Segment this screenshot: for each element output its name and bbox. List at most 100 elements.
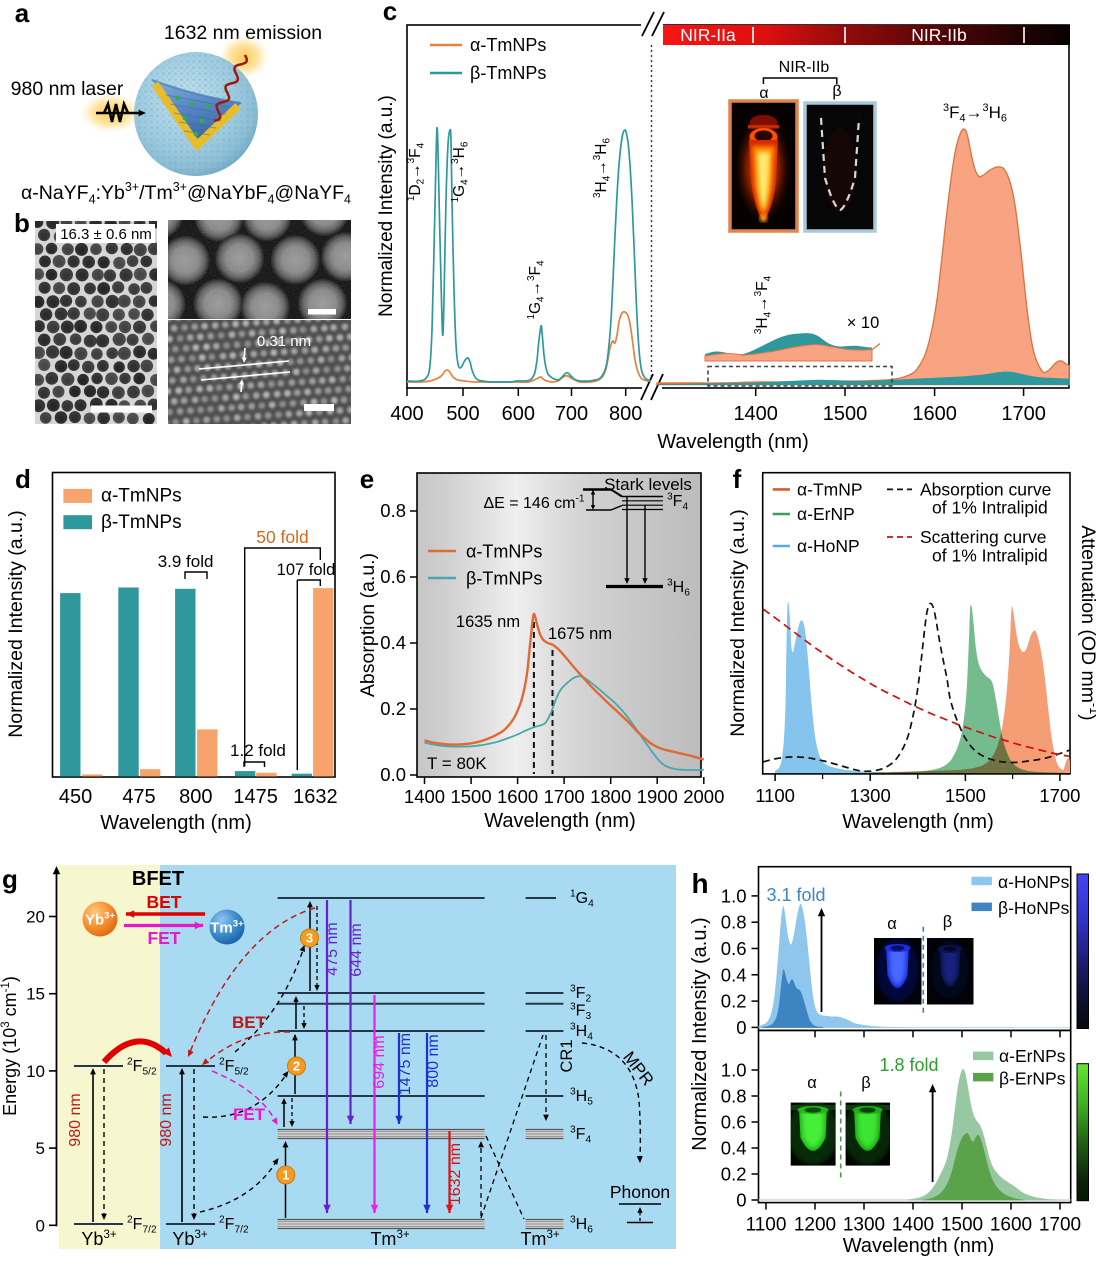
svg-text:0.6: 0.6 — [721, 938, 747, 959]
svg-text:Tm3+: Tm3+ — [210, 919, 244, 937]
svg-text:3H4→3F4: 3H4→3F4 — [753, 275, 774, 334]
svg-text:1632 nm: 1632 nm — [447, 1143, 464, 1205]
svg-text:Normalized Intensity (a.u.): Normalized Intensity (a.u.) — [376, 95, 397, 317]
svg-text:0: 0 — [36, 1216, 45, 1235]
svg-text:1500: 1500 — [941, 1215, 983, 1236]
svg-text:800: 800 — [179, 786, 212, 808]
svg-text:α-HoNPs: α-HoNPs — [998, 872, 1070, 892]
svg-text:1635 nm: 1635 nm — [456, 613, 520, 631]
svg-text:1400: 1400 — [404, 786, 445, 807]
svg-text:FET: FET — [147, 928, 180, 948]
svg-text:600: 600 — [502, 403, 535, 425]
svg-text:Normalized Intensity (a.u.): Normalized Intensity (a.u.) — [727, 509, 749, 737]
svg-text:1600: 1600 — [912, 403, 957, 425]
svg-text:1500: 1500 — [823, 403, 868, 425]
svg-text:α: α — [807, 1074, 817, 1092]
svg-text:1400: 1400 — [892, 1215, 934, 1236]
svg-text:Wavelength (nm): Wavelength (nm) — [842, 811, 994, 833]
svg-text:10: 10 — [26, 1062, 45, 1081]
svg-text:β: β — [832, 83, 841, 100]
svg-text:5: 5 — [36, 1139, 45, 1158]
svg-text:1500: 1500 — [945, 785, 986, 806]
svg-text:1475: 1475 — [233, 786, 278, 808]
svg-text:800: 800 — [609, 403, 642, 425]
svg-text:0.4: 0.4 — [380, 632, 406, 653]
svg-text:1.8 fold: 1.8 fold — [879, 1055, 938, 1075]
svg-text:1700: 1700 — [1001, 403, 1046, 425]
svg-text:NIR-IIa: NIR-IIa — [680, 25, 736, 45]
svg-text:c: c — [383, 0, 397, 26]
svg-text:Tm3+: Tm3+ — [520, 1229, 559, 1249]
svg-text:1675 nm: 1675 nm — [548, 625, 612, 643]
svg-text:1100: 1100 — [746, 1215, 787, 1236]
svg-text:400: 400 — [390, 403, 423, 425]
svg-text:0.31 nm: 0.31 nm — [257, 333, 311, 350]
svg-text:3H4: 3H4 — [570, 1022, 593, 1043]
svg-text:0.2: 0.2 — [380, 698, 406, 719]
svg-text:3F3: 3F3 — [570, 1001, 591, 1022]
svg-text:1200: 1200 — [794, 1215, 836, 1236]
svg-text:BFET: BFET — [132, 868, 184, 890]
svg-text:0.2: 0.2 — [721, 991, 747, 1012]
svg-text:Absorption curve: Absorption curve — [920, 480, 1051, 500]
svg-text:BET: BET — [147, 892, 182, 912]
svg-text:1D2→3F4: 1D2→3F4 — [406, 142, 427, 201]
svg-text:1G4→3F4: 1G4→3F4 — [526, 260, 547, 320]
svg-text:0.0: 0.0 — [380, 764, 406, 785]
svg-text:1.0: 1.0 — [721, 885, 747, 906]
svg-text:0: 0 — [736, 1017, 746, 1038]
svg-text:800 nm: 800 nm — [425, 1034, 442, 1087]
svg-text:644 nm: 644 nm — [348, 923, 365, 976]
svg-text:a: a — [15, 0, 30, 28]
svg-text:f: f — [733, 464, 742, 494]
svg-text:1500: 1500 — [450, 786, 491, 807]
svg-text:β-TmNPs: β-TmNPs — [470, 63, 546, 83]
svg-text:1800: 1800 — [590, 786, 631, 807]
svg-text:Normalized Intensity (a.u.): Normalized Intensity (a.u.) — [689, 917, 711, 1150]
svg-text:Wavelength (nm): Wavelength (nm) — [100, 812, 252, 834]
svg-text:0: 0 — [736, 1190, 746, 1211]
svg-text:0.4: 0.4 — [721, 964, 747, 985]
svg-text:Attenuation (OD mm-1): Attenuation (OD mm-1) — [1077, 525, 1096, 720]
svg-text:NIR-IIb: NIR-IIb — [911, 25, 966, 45]
svg-text:Energy (103 cm-1): Energy (103 cm-1) — [0, 976, 20, 1116]
svg-text:BET: BET — [232, 1013, 267, 1032]
svg-text:20: 20 — [26, 908, 45, 927]
svg-text:β-TmNPs: β-TmNPs — [101, 512, 182, 533]
svg-text:d: d — [15, 464, 31, 494]
svg-text:1600: 1600 — [990, 1215, 1032, 1236]
svg-text:Wavelength (nm): Wavelength (nm) — [843, 1235, 995, 1257]
svg-text:1G4→3H6: 1G4→3H6 — [450, 141, 471, 202]
svg-text:980 nm: 980 nm — [158, 1093, 175, 1146]
svg-text:980 nm: 980 nm — [67, 1093, 84, 1146]
svg-text:1632: 1632 — [293, 786, 338, 808]
svg-text:3: 3 — [306, 931, 313, 946]
svg-text:Yb3+: Yb3+ — [85, 911, 116, 929]
svg-text:α: α — [887, 915, 897, 933]
svg-text:1700: 1700 — [1039, 785, 1080, 806]
svg-text:3H5: 3H5 — [570, 1087, 593, 1108]
svg-text:β-ErNPs: β-ErNPs — [999, 1068, 1066, 1088]
svg-text:of 1% Intralipid: of 1% Intralipid — [932, 546, 1048, 566]
svg-text:1: 1 — [282, 1168, 289, 1183]
svg-text:0.8: 0.8 — [721, 1086, 747, 1107]
svg-text:3H6: 3H6 — [667, 578, 690, 599]
svg-text:1700: 1700 — [544, 786, 585, 807]
svg-text:Stark levels: Stark levels — [604, 475, 692, 494]
svg-text:694 nm: 694 nm — [371, 1035, 388, 1088]
svg-text:Wavelength (nm): Wavelength (nm) — [484, 810, 636, 832]
svg-text:α-NaYF4:Yb3+/Tm3+@NaYbF4@NaYF4: α-NaYF4:Yb3+/Tm3+@NaYbF4@NaYF4 — [21, 180, 351, 206]
svg-text:3F4→3H6: 3F4→3H6 — [943, 102, 1007, 125]
svg-text:1300: 1300 — [850, 785, 891, 806]
svg-text:α-TmNP: α-TmNP — [797, 480, 863, 500]
svg-text:Scattering curve: Scattering curve — [920, 527, 1046, 547]
svg-text:T = 80K: T = 80K — [427, 754, 487, 773]
svg-text:1100: 1100 — [755, 785, 795, 806]
svg-text:3F4: 3F4 — [667, 492, 688, 513]
svg-text:0.8: 0.8 — [380, 500, 406, 521]
svg-text:Absorption (a.u.): Absorption (a.u.) — [357, 553, 379, 697]
svg-text:3.9 fold: 3.9 fold — [158, 552, 214, 571]
svg-text:α: α — [759, 85, 768, 102]
svg-text:475 nm: 475 nm — [324, 922, 341, 975]
svg-text:α-ErNPs: α-ErNPs — [999, 1046, 1066, 1066]
